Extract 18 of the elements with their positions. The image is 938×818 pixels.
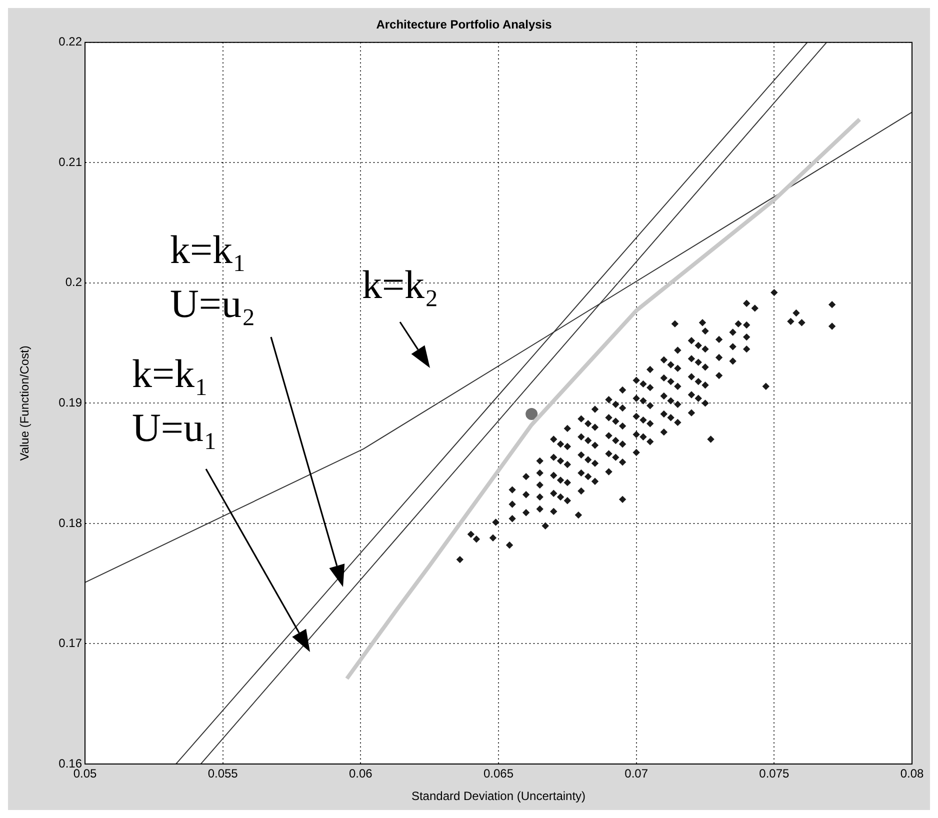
y-axis-title: Value (Function/Cost) xyxy=(18,346,32,461)
y-tick-label: 0.2 xyxy=(65,275,82,290)
x-tick-label: 0.07 xyxy=(624,766,648,781)
annotation: k=k₁ U=u₁ xyxy=(132,351,218,450)
y-tick-label: 0.21 xyxy=(58,154,82,169)
annotation: k=k₁ U=u₂ xyxy=(170,227,256,326)
chart-title: Architecture Portfolio Analysis xyxy=(376,18,552,32)
x-tick-label: 0.08 xyxy=(900,766,924,781)
y-tick-label: 0.18 xyxy=(58,516,82,530)
y-tick-label: 0.17 xyxy=(58,636,82,650)
y-tick-label: 0.22 xyxy=(58,34,82,49)
x-tick-label: 0.06 xyxy=(348,766,373,781)
x-tick-label: 0.075 xyxy=(759,766,790,781)
x-tick-label: 0.055 xyxy=(208,766,238,781)
annotation: k=k₂ xyxy=(362,262,439,307)
y-tick-label: 0.19 xyxy=(58,396,82,410)
x-axis-title: Standard Deviation (Uncertainty) xyxy=(411,789,586,804)
x-tick-label: 0.065 xyxy=(483,766,514,781)
